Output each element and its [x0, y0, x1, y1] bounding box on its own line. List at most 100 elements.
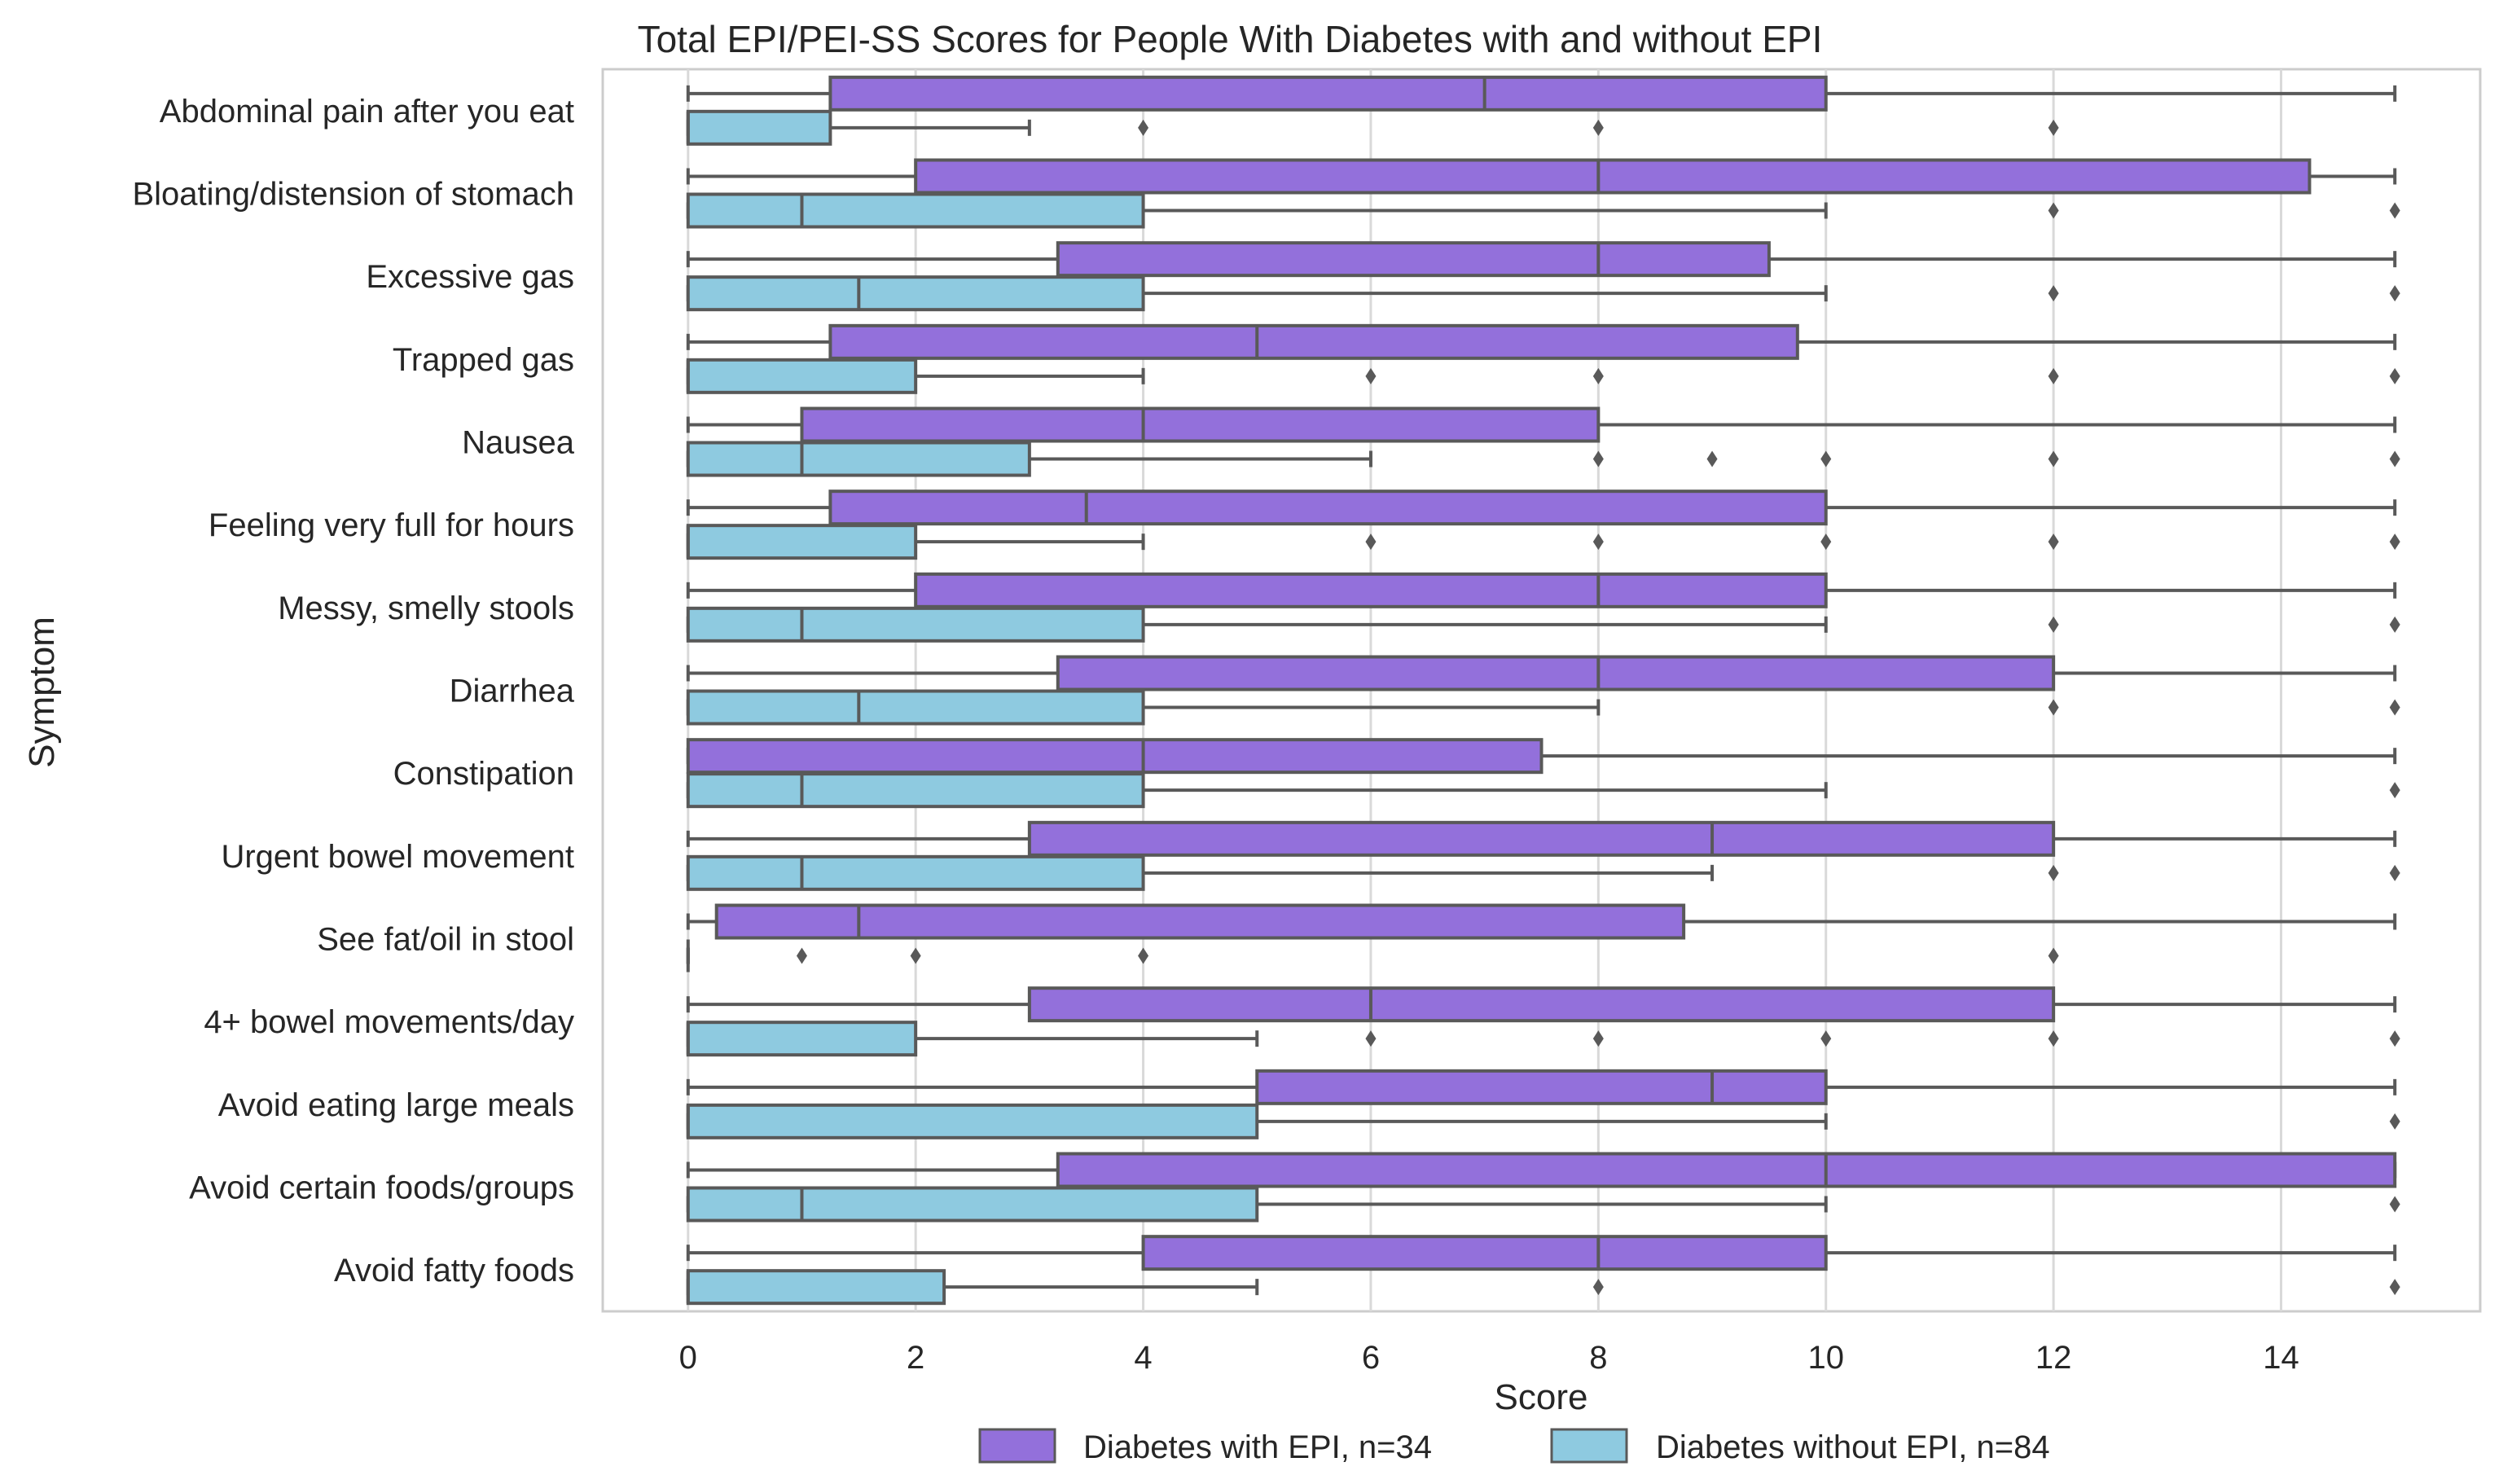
- outlier-point: [1365, 367, 1377, 384]
- box-without_epi: [686, 939, 2059, 973]
- outlier-point: [1592, 450, 1604, 468]
- box-with_epi: [686, 903, 2397, 940]
- outlier-point: [1138, 119, 1149, 136]
- x-tick-label: 2: [907, 1340, 924, 1376]
- outlier-point: [2389, 1113, 2400, 1130]
- outlier-point: [2389, 782, 2400, 799]
- x-tick-label: 4: [1134, 1340, 1152, 1376]
- legend-swatch-with-epi: [978, 1428, 1056, 1464]
- y-tick-label: Feeling very full for hours: [209, 507, 574, 543]
- x-axis-label: Score: [1495, 1377, 1588, 1417]
- box-iqr: [1056, 655, 2056, 692]
- x-tick-label: 14: [2263, 1340, 2299, 1376]
- outlier-point: [1820, 450, 1832, 468]
- box-with_epi: [686, 158, 2397, 195]
- box-iqr: [686, 192, 1145, 229]
- box-iqr: [686, 689, 1145, 726]
- outlier-point: [1592, 367, 1604, 384]
- y-tick-label: See fat/oil in stool: [317, 922, 574, 958]
- box-without_epi: [686, 854, 2400, 891]
- outlier-point: [2048, 285, 2059, 302]
- outlier-point: [2389, 285, 2400, 302]
- box-with_epi: [686, 323, 2397, 360]
- box-with_epi: [686, 241, 2397, 278]
- box-with_epi: [686, 490, 2397, 526]
- outlier-point: [2389, 864, 2400, 881]
- outlier-point: [2048, 616, 2059, 633]
- legend-label-without-epi: Diabetes without EPI, n=84: [1656, 1429, 2050, 1465]
- box-iqr: [686, 275, 1145, 312]
- y-tick-label: Avoid fatty foods: [334, 1253, 574, 1289]
- box-without_epi: [686, 192, 2400, 229]
- outlier-point: [1592, 533, 1604, 551]
- outlier-point: [2048, 450, 2059, 468]
- box-without_epi: [686, 441, 2400, 477]
- box-without_epi: [686, 1021, 2400, 1057]
- box-iqr: [686, 1103, 1259, 1139]
- box-with_epi: [686, 655, 2397, 692]
- outlier-point: [796, 947, 807, 964]
- x-tick-label: 0: [679, 1340, 697, 1376]
- y-tick-label: Bloating/distension of stomach: [132, 177, 574, 213]
- box-with_epi: [686, 820, 2397, 857]
- y-tick-label: Avoid eating large meals: [218, 1087, 574, 1123]
- outlier-point: [1820, 533, 1832, 551]
- box-with_epi: [686, 1235, 2397, 1271]
- box-without_epi: [686, 772, 2400, 809]
- box-layer: [686, 75, 2400, 1306]
- box-without_epi: [686, 1103, 2400, 1139]
- y-tick-label: Trapped gas: [393, 342, 574, 378]
- box-iqr: [800, 406, 1601, 443]
- outlier-point: [2048, 947, 2059, 964]
- box-with_epi: [686, 572, 2397, 608]
- box-iqr: [714, 903, 1686, 940]
- y-tick-label: Abdominal pain after you eat: [160, 94, 574, 130]
- box-with_epi: [686, 406, 2397, 443]
- box-iqr: [1056, 241, 1771, 278]
- outlier-point: [2048, 119, 2059, 136]
- outlier-point: [1138, 947, 1149, 964]
- x-tick-label: 10: [1807, 1340, 1844, 1376]
- box-with_epi: [686, 75, 2397, 112]
- box-iqr: [828, 323, 1799, 360]
- y-tick-label: Messy, smelly stools: [278, 591, 574, 626]
- y-tick-labels: Abdominal pain after you eat Bloating/dis…: [132, 94, 574, 1289]
- outlier-point: [2048, 367, 2059, 384]
- box-without_epi: [686, 606, 2400, 643]
- outlier-point: [1706, 450, 1718, 468]
- y-tick-label: Urgent bowel movement: [221, 839, 574, 875]
- outlier-point: [2048, 864, 2059, 881]
- x-tick-labels: 0 2 4 6 8 10 12 14: [679, 1340, 2299, 1376]
- box-iqr: [686, 1186, 1259, 1223]
- outlier-point: [1592, 1279, 1604, 1296]
- y-tick-label: Avoid certain foods/groups: [189, 1170, 574, 1206]
- box-without_epi: [686, 1269, 2400, 1306]
- outlier-point: [1820, 1030, 1832, 1047]
- legend-label-with-epi: Diabetes with EPI, n=34: [1083, 1429, 1432, 1465]
- y-tick-label: Diarrhea: [450, 674, 575, 709]
- outlier-point: [1365, 533, 1377, 551]
- outlier-point: [2389, 367, 2400, 384]
- box-without_epi: [686, 689, 2400, 726]
- box-without_epi: [686, 275, 2400, 312]
- y-tick-label: Excessive gas: [366, 259, 574, 295]
- box-with_epi: [686, 1069, 2397, 1105]
- outlier-point: [1592, 119, 1604, 136]
- box-iqr: [686, 854, 1145, 891]
- box-iqr: [1255, 1069, 1828, 1105]
- outlier-point: [1592, 1030, 1604, 1047]
- outlier-point: [2389, 533, 2400, 551]
- x-tick-label: 12: [2035, 1340, 2072, 1376]
- box-with_epi: [686, 1152, 2397, 1188]
- box-iqr: [686, 358, 918, 394]
- y-tick-label: 4+ bowel movements/day: [204, 1004, 574, 1040]
- box-iqr: [686, 1269, 946, 1306]
- outlier-point: [2389, 1030, 2400, 1047]
- box-iqr: [686, 1021, 918, 1057]
- box-iqr: [686, 524, 918, 560]
- outlier-point: [2048, 1030, 2059, 1047]
- chart-title: Total EPI/PEI-SS Scores for People With …: [638, 18, 1823, 60]
- box-without_epi: [686, 358, 2400, 394]
- outlier-point: [1365, 1030, 1377, 1047]
